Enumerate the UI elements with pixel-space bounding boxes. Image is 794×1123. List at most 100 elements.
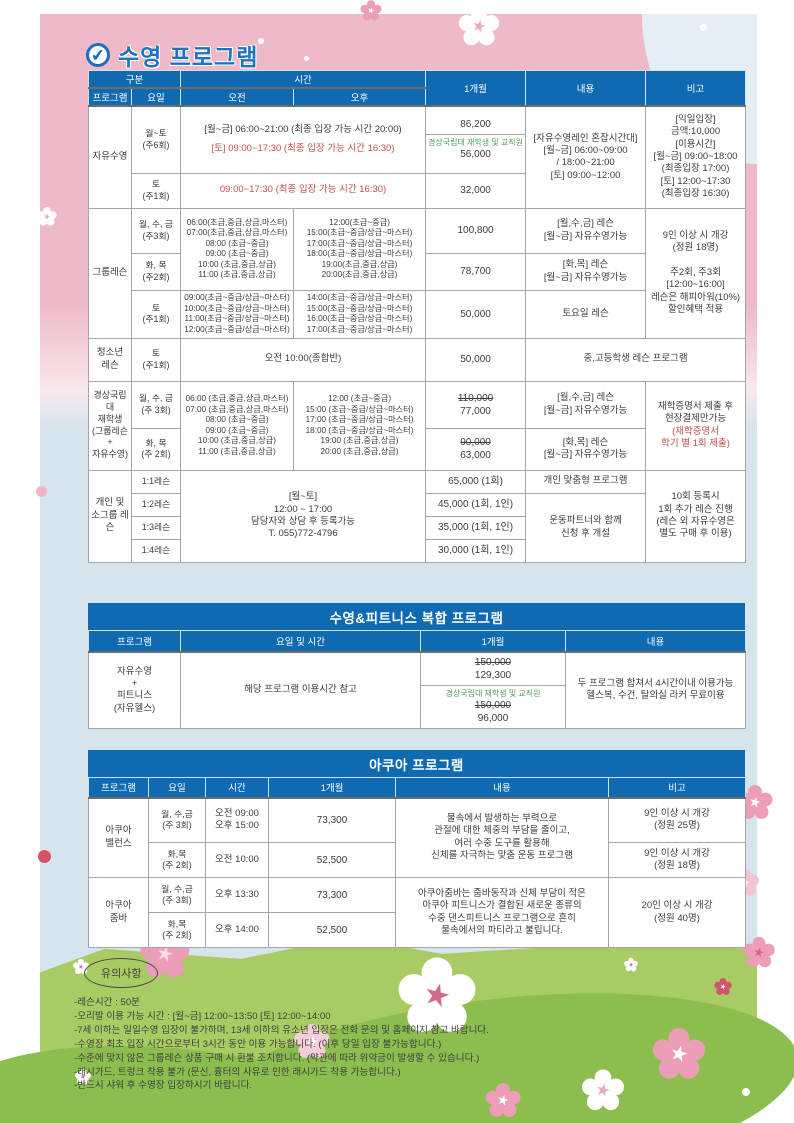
note-item: -수준에 맞지 않은 그룹레슨 상품 구매 시 환불 조치합니다. (약관에 따… xyxy=(74,1052,480,1064)
col-header-month: 1개월 xyxy=(425,70,527,107)
notes-list: -레슨시간 : 50분 -오리발 이용 가능 시간 : [월~금] 12:00~… xyxy=(74,996,682,1093)
col-header-program: 프로그램 xyxy=(88,777,149,799)
price-cell: 110,000 77,000 xyxy=(425,380,527,429)
flower-icon xyxy=(668,1044,690,1066)
program-name: 경상국립대 재학생 (그룹레슨 + 자유수영) xyxy=(88,380,132,471)
price-old: 90,000 xyxy=(460,437,491,448)
day-cell: 토 (주1회) xyxy=(130,337,182,382)
price-cell: 73,300 xyxy=(268,797,396,843)
program-name: 개인 및 소그룹 레슨 xyxy=(88,469,132,563)
program-name: 청소년 레슨 xyxy=(88,337,132,382)
content-cell: [월,수,금] 레슨 [월~금] 자유수영가능 xyxy=(525,380,647,429)
content-cell: 두 프로그램 합쳐서 4시간이내 이용가능 헬스복, 수건, 탈의실 라커 무료… xyxy=(565,651,746,729)
am-schedule: 09:00(초급~중급/상급~마스터) 10:00(초급~중급/상급~마스터) … xyxy=(180,289,295,339)
price-cell: 73,300 xyxy=(268,877,396,913)
price-staff-block: 경상국립대 재학생 및 교직원 150,000 96,000 xyxy=(421,686,565,728)
price-general-block: 150,000 129,300 xyxy=(421,653,565,686)
dot-decoration xyxy=(742,1088,750,1096)
pm-schedule: 12:00(초급~중급) 15:00(초급~중급/상급~마스터) 17:00(초… xyxy=(293,207,427,291)
price-new: 77,000 xyxy=(460,405,491,417)
price-cell: 86,200 경상국립대 재학생 및 교직원 56,000 xyxy=(425,105,527,174)
price-staff: 56,000 xyxy=(460,149,491,161)
note-text: 재학증명서 제출 후 현장결제만가능 xyxy=(657,400,734,425)
flower-icon xyxy=(155,945,175,965)
table-row: 1:2레슨 45,000 (1회, 1인) 운동파트너와 함께 신청 후 개설 xyxy=(89,492,746,563)
note-cell: 20인 이상 시 개강 (정원 40명) xyxy=(608,877,746,948)
dot-decoration xyxy=(258,38,264,44)
price-cell: 30,000 (1회, 1인) xyxy=(425,538,527,563)
table-row: 화, 목 (주2회) 78,700 [화,목] 레슨 [월~금] 자유수영가능 xyxy=(89,252,746,291)
dot-decoration xyxy=(304,56,309,61)
time-saturday: [토] 09:00~17:30 (최종 입장 가능 시간 16:30) xyxy=(211,143,395,155)
pm-schedule: 12:00 (초급~중급) 15:00 (초급~중급/상급~마스터) 17:00… xyxy=(293,380,427,471)
program-name: 아쿠아 줌바 xyxy=(88,877,149,948)
col-header-content: 내용 xyxy=(395,777,609,799)
day-cell: 화, 목 (주 2회) xyxy=(130,427,182,471)
content-cell: [화,목] 레슨 [월~금] 자유수영가능 xyxy=(525,427,647,471)
aqua-table-title: 아쿠아 프로그램 xyxy=(88,750,745,777)
time-cell: [월~토] 12:00 ~ 17:00 담당자와 상담 후 등록가능 T. 05… xyxy=(180,469,427,563)
lesson-type: 1:4레슨 xyxy=(130,538,182,563)
content-cell: 물속에서 발생하는 부력으로 관절에 대한 체중의 부담을 줄이고, 여러 수중… xyxy=(395,797,609,878)
swim-program-table: 구분 시간 1개월 내용 비고 프로그램 요일 오전 오후 자유수영 월~토 (… xyxy=(87,70,747,563)
price-cell: 52,500 xyxy=(268,912,396,948)
price-new: 96,000 xyxy=(477,712,509,724)
note-item: -수영장 최초 입장 시간으로부터 3시간 동안 이용 가능합니다. (이후 당… xyxy=(74,1038,442,1050)
pm-schedule: 14:00(초급~중급/상급~마스터) 15:00(초급~중급/상급~마스터) … xyxy=(293,289,427,339)
flower-icon xyxy=(79,1073,87,1081)
table-row: 자유수영 월~토 (주6회) [월~금] 06:00~21:00 (최종 입장 … xyxy=(88,105,747,209)
lesson-type: 1:2레슨 xyxy=(130,492,182,517)
note-cell: 재학증명서 제출 후 현장결제만가능 (재학증명서 학기 별 1회 제출) xyxy=(645,380,747,471)
price-staff-block: 경상국립대 재학생 및 교직원 56,000 xyxy=(426,135,525,164)
price-cell: 35,000 (1회, 1인) xyxy=(425,515,527,540)
col-header-month: 1개월 xyxy=(420,630,566,653)
day-cell: 토 (주1회) xyxy=(130,172,182,209)
day-cell: 월, 수, 금 (주3회) xyxy=(130,207,182,254)
flower-icon xyxy=(421,981,453,1013)
price-cell: 45,000 (1회, 1인) xyxy=(425,492,527,517)
content-cell: 개인 맞춤형 프로그램 xyxy=(525,469,647,494)
lesson-type: 1:3레슨 xyxy=(130,515,182,540)
table-row: 1:4레슨 30,000 (1회, 1인) xyxy=(89,538,746,563)
time-cell: 오후 13:30 xyxy=(205,877,269,913)
content-cell: [월,수,금] 레슨 [월~금] 자유수영가능 xyxy=(525,207,647,254)
flower-icon xyxy=(496,1094,510,1108)
content-cell: 중,고등학생 레슨 프로그램 xyxy=(525,337,747,382)
price-cell: 50,000 xyxy=(425,337,527,382)
table-row: 화, 목 (주 2회) 90,000 63,000 [화,목] 레슨 [월~금]… xyxy=(89,427,746,471)
price-cell: 65,000 (1회) xyxy=(425,469,527,494)
table-row: 토 (주1회) 09:00(초급~중급/상급~마스터) 10:00(초급~중급/… xyxy=(89,289,746,339)
staff-label: 경상국립대 재학생 및 교직원 xyxy=(428,138,524,148)
table-row: 화,목 (주 2회) 오후 14:00 52,500 xyxy=(89,912,746,948)
note-item: -래시가드, 트렁크 착용 불가 (문신, 흉터의 사유로 인한 래시가드 착용… xyxy=(74,1066,401,1078)
price-cell: 50,000 xyxy=(425,289,527,339)
time-cell: 오전 10:00(종합반) xyxy=(180,337,427,382)
note-item: -7세 이하는 일일수영 입장이 불가하며, 13세 이하의 유소년 입장은 전… xyxy=(74,1024,489,1036)
flower-icon xyxy=(43,213,51,221)
col-header-program: 프로그램 xyxy=(88,630,181,653)
day-cell: 월, 수,금 (주 3회) xyxy=(148,877,206,913)
flower-icon xyxy=(594,1082,612,1100)
price-cell: 90,000 63,000 xyxy=(425,427,527,471)
day-cell: 월, 수, 금 (주 3회) xyxy=(130,380,182,429)
table-row: 자유수영 + 피트니스 (자유헬스) 해당 프로그램 이용시간 참고 150,0… xyxy=(88,651,746,729)
price-old: 150,000 xyxy=(474,656,512,668)
flower-icon xyxy=(470,18,488,36)
col-header-day: 요일 xyxy=(148,777,206,799)
note-text-red: (재학증명서 학기 별 1회 제출) xyxy=(661,425,730,449)
program-name: 아쿠아 밸런스 xyxy=(88,797,149,878)
flower-icon xyxy=(748,796,762,810)
note-item: -레슨시간 : 50분 xyxy=(74,997,140,1008)
table-row: 아쿠아 밸런스 월, 수,금 (주 3회) 오전 09:00 오후 15:00 … xyxy=(88,797,746,878)
price-old: 110,000 xyxy=(457,392,494,404)
col-header-gubun: 구분 xyxy=(87,70,182,89)
table-row: 경상국립대 재학생 (그룹레슨 + 자유수영) 월, 수, 금 (주 3회) 0… xyxy=(88,380,747,471)
table-row: 개인 및 소그룹 레슨 1:1레슨 [월~토] 12:00 ~ 17:00 담당… xyxy=(88,469,747,563)
price-cell: 150,000 129,300 경상국립대 재학생 및 교직원 150,000 … xyxy=(420,651,566,729)
time-cell: 오전 10:00 xyxy=(205,842,269,878)
time-cell: [월~금] 06:00~21:00 (최종 입장 가능 시간 20:00) [토… xyxy=(180,105,427,174)
flower-icon xyxy=(719,983,727,991)
note-cell: 9인 이상 시 개강 (정원 18명) 주2회, 주3회 [12:00~16:0… xyxy=(645,207,747,339)
content-cell: [화,목] 레슨 [월~금] 자유수영가능 xyxy=(525,252,647,291)
